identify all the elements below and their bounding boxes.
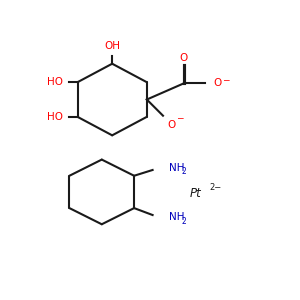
Text: −: −	[176, 113, 183, 122]
Text: 2: 2	[182, 217, 186, 226]
Text: −: −	[222, 75, 230, 84]
Text: O: O	[180, 52, 188, 63]
Text: NH: NH	[169, 212, 184, 222]
Text: NH: NH	[169, 163, 184, 173]
Text: O: O	[214, 78, 222, 88]
Text: 2−: 2−	[209, 183, 221, 192]
Text: 2: 2	[182, 167, 186, 176]
Text: HO: HO	[47, 77, 64, 87]
Text: OH: OH	[104, 41, 120, 51]
Text: HO: HO	[47, 112, 64, 122]
Text: O: O	[168, 120, 176, 130]
Text: Pt: Pt	[190, 187, 201, 200]
